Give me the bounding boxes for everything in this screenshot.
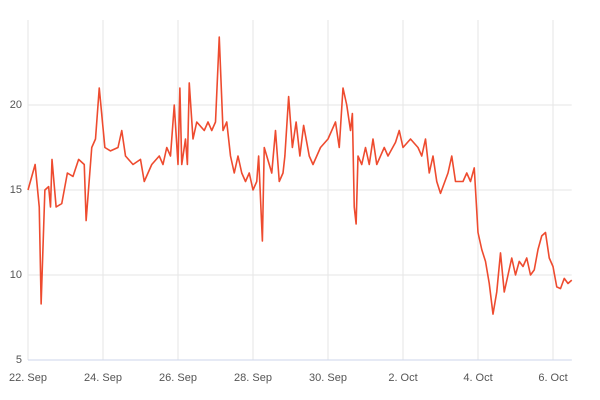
- line: [27, 36, 573, 315]
- y-tick-label: 20: [10, 99, 22, 111]
- x-tick-label: 6. Oct: [538, 372, 567, 384]
- x-tick-label: 22. Sep: [9, 372, 47, 384]
- x-tick-label: 30. Sep: [309, 372, 347, 384]
- x-tick-label: 4. Oct: [463, 372, 492, 384]
- x-tick-label: 24. Sep: [84, 372, 122, 384]
- y-tick-label: 15: [10, 184, 22, 196]
- y-tick-label: 10: [10, 269, 22, 281]
- x-tick-label: 28. Sep: [234, 372, 272, 384]
- x-tick-label: 26. Sep: [159, 372, 197, 384]
- x-tick-label: 2. Oct: [388, 372, 417, 384]
- y-tick-label: 5: [16, 354, 22, 366]
